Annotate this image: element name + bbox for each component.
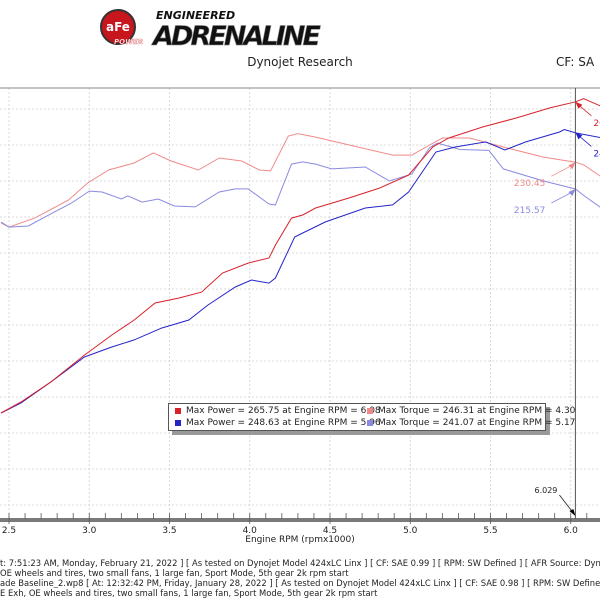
- value-arrow-icon: [575, 101, 583, 109]
- cursor-label-blue-torque: 215.57: [514, 206, 546, 216]
- cursor-leader: [559, 494, 574, 514]
- svg-text:aFe: aFe: [106, 20, 130, 34]
- value-leader: [578, 104, 592, 117]
- cursor-label-red-power: 264: [593, 119, 600, 129]
- series-line-blue-torque: [0, 142, 600, 228]
- x-axis-line: [0, 518, 600, 522]
- svg-text:ENGINEERED: ENGINEERED: [156, 9, 235, 22]
- svg-text:POWER: POWER: [114, 38, 143, 46]
- run-info-line-3: ade Baseline_2.wp8 [ At: 12:32:42 PM, Fr…: [0, 578, 600, 588]
- legend-text: Max Torque = 246.31 at Engine RPM = 4.30: [378, 406, 576, 416]
- cursor-label-blue-power: 247: [593, 149, 600, 159]
- series-line-red-power: [0, 98, 600, 414]
- x-tick-label: 3.5: [162, 526, 176, 536]
- run-info-line-2: OE wheels and tires, two small fans, 1 l…: [0, 568, 349, 578]
- cursor-value-label: 6.029: [534, 486, 557, 495]
- legend-text: Max Power = 248.63 at Engine RPM = 5.96: [186, 418, 381, 428]
- series-line-blue-power: [0, 128, 600, 414]
- x-axis-label: Engine RPM (rpmx1000): [245, 535, 355, 545]
- value-leader: [551, 191, 573, 204]
- value-arrow-icon: [575, 132, 583, 140]
- legend-blue-power: Max Power = 248.63 at Engine RPM = 5.96: [175, 418, 381, 428]
- legend-text: Max Power = 265.75 at Engine RPM = 6.08: [186, 406, 381, 416]
- x-tick-label: 6.0: [564, 526, 579, 536]
- afe-power-logo: aFe POWER ENGINEERED ADRENALINE: [100, 9, 322, 50]
- value-arrow-icon: [568, 162, 576, 170]
- legend-swatch: [367, 420, 373, 426]
- cursor-label-red-torque: 230.45: [514, 179, 546, 189]
- x-tick-label: 2.5: [2, 526, 16, 536]
- x-tick-label: 3.0: [82, 526, 97, 536]
- legend-swatch: [175, 420, 181, 426]
- cursor-arrow-icon: [569, 509, 576, 516]
- legend: Max Power = 265.75 at Engine RPM = 6.08 …: [168, 403, 575, 431]
- cf-label: CF: SA: [556, 55, 595, 69]
- legend-blue-torque: Max Torque = 241.07 at Engine RPM = 5.17: [367, 418, 575, 428]
- chart-title: Dynojet Research: [247, 55, 353, 69]
- x-tick-label: 5.0: [403, 526, 418, 536]
- svg-text:ADRENALINE: ADRENALINE: [151, 21, 322, 50]
- value-leader: [551, 164, 573, 177]
- legend-swatch: [367, 408, 373, 414]
- run-info-line-1: t: 7:51:23 AM, Monday, February 21, 2022…: [0, 558, 600, 568]
- legend-red-torque: Max Torque = 246.31 at Engine RPM = 4.30: [367, 406, 575, 416]
- x-tick-label: 4.0: [243, 526, 258, 536]
- legend-swatch: [175, 408, 181, 414]
- legend-red-power: Max Power = 265.75 at Engine RPM = 6.08: [175, 406, 381, 416]
- legend-text: Max Torque = 241.07 at Engine RPM = 5.17: [378, 418, 576, 428]
- x-tick-label: 4.5: [323, 526, 337, 536]
- run-info-line-4: E Exh, OE wheels and tires, two small fa…: [0, 588, 378, 598]
- x-tick-label: 5.5: [483, 526, 497, 536]
- value-arrow-icon: [568, 188, 576, 196]
- value-leader: [578, 135, 592, 147]
